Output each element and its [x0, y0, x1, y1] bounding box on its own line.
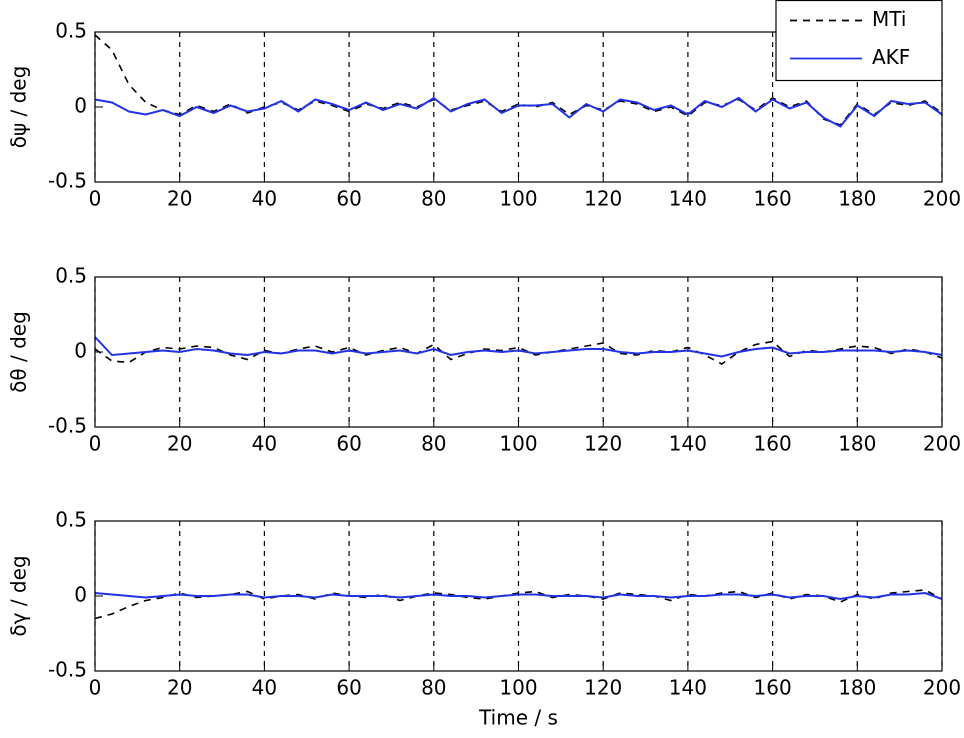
x-tick-label: 180	[838, 676, 876, 700]
x-tick-label: 100	[499, 676, 537, 700]
x-tick-label: 140	[669, 187, 707, 211]
x-tick-label: 180	[838, 187, 876, 211]
plot-frame	[94, 31, 943, 183]
legend-label: MTi	[872, 7, 906, 31]
plot-frame	[94, 520, 943, 672]
x-tick-label: 80	[421, 676, 446, 700]
x-tick-label: 40	[252, 676, 277, 700]
x-tick-label: 200	[923, 676, 961, 700]
y-tick-label: -0.5	[48, 658, 87, 682]
x-tick-label: 160	[754, 187, 792, 211]
x-tick-label: 60	[336, 676, 361, 700]
x-tick-label: 80	[421, 187, 446, 211]
x-tick-label: 20	[167, 676, 192, 700]
legend-box	[775, 0, 943, 82]
x-tick-label: 180	[838, 432, 876, 456]
x-tick-label: 20	[167, 432, 192, 456]
x-tick-label: 200	[923, 432, 961, 456]
x-axis-label: Time / s	[478, 706, 558, 730]
y-tick-label: -0.5	[48, 169, 87, 193]
x-tick-label: 160	[754, 676, 792, 700]
series-line	[94, 96, 943, 128]
y-axis-label: δψ / deg	[7, 66, 31, 149]
series-line	[94, 336, 943, 358]
y-tick-label: 0.5	[55, 264, 87, 288]
x-tick-label: 0	[89, 676, 102, 700]
x-tick-label: 120	[584, 676, 622, 700]
y-axis-label: δγ / deg	[7, 555, 31, 636]
y-tick-label: 0.5	[55, 508, 87, 532]
y-tick-label: 0	[74, 94, 87, 118]
series-line	[94, 591, 943, 601]
x-tick-label: 120	[584, 432, 622, 456]
x-tick-label: 0	[89, 432, 102, 456]
x-tick-label: 100	[499, 432, 537, 456]
x-tick-label: 60	[336, 432, 361, 456]
x-tick-label: 140	[669, 676, 707, 700]
x-tick-label: 100	[499, 187, 537, 211]
y-tick-label: 0	[74, 583, 87, 607]
y-tick-label: 0	[74, 339, 87, 363]
legend-label: AKF	[872, 45, 910, 69]
x-tick-label: 40	[252, 432, 277, 456]
y-tick-label: -0.5	[48, 414, 87, 438]
x-tick-label: 0	[89, 187, 102, 211]
x-tick-label: 60	[336, 187, 361, 211]
y-axis-label: δθ / deg	[7, 311, 31, 393]
y-tick-label: 0.5	[55, 19, 87, 43]
x-tick-label: 80	[421, 432, 446, 456]
x-tick-label: 200	[923, 187, 961, 211]
x-tick-label: 40	[252, 187, 277, 211]
plot-frame	[94, 276, 943, 428]
x-tick-label: 140	[669, 432, 707, 456]
x-tick-label: 120	[584, 187, 622, 211]
x-tick-label: 160	[754, 432, 792, 456]
x-tick-label: 20	[167, 187, 192, 211]
